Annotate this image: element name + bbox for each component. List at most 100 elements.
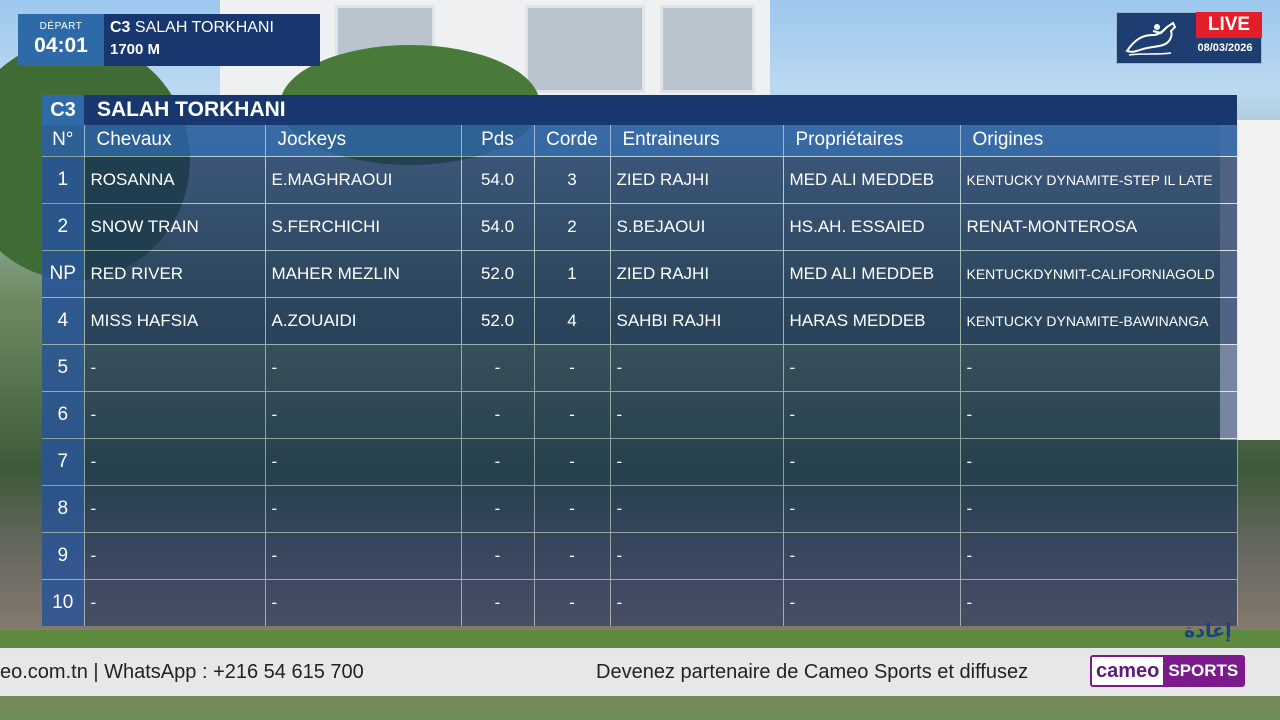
cameo-sports-logo: cameo SPORTS <box>1090 655 1245 687</box>
weight: - <box>461 437 535 485</box>
weight: - <box>461 531 535 579</box>
race-details: C3 SALAH TORKHANI 1700 M <box>104 14 320 66</box>
col-header-trainers: Entraineurs <box>610 125 784 156</box>
background-window <box>525 5 645 93</box>
draw: - <box>534 531 611 579</box>
jockey-name: - <box>265 531 462 579</box>
background-window <box>660 5 755 93</box>
replay-label: إعادة <box>1184 621 1232 642</box>
origin: RENAT-MONTEROSA <box>960 202 1238 250</box>
background-grass <box>0 630 1280 650</box>
table-row: 7 - - - - - - - <box>42 437 1238 485</box>
horse-name: - <box>84 531 266 579</box>
trainer-name: ZIED RAJHI <box>610 155 784 203</box>
race-code: C3 <box>110 19 131 36</box>
draw: 3 <box>534 155 611 203</box>
weight: 52.0 <box>461 296 535 344</box>
weight: 52.0 <box>461 249 535 297</box>
trainer-name: - <box>610 390 784 438</box>
horse-name: - <box>84 484 266 532</box>
depart-label: DÉPART <box>39 21 83 32</box>
row-number: 4 <box>42 296 85 344</box>
owner-name: - <box>783 578 961 626</box>
table-row: 5 - - - - - - - <box>42 343 1238 391</box>
jockey-name: - <box>265 390 462 438</box>
jockey-name: - <box>265 437 462 485</box>
horse-name: MISS HAFSIA <box>84 296 266 344</box>
trainer-name: - <box>610 484 784 532</box>
panel-race-code: C3 <box>42 95 84 125</box>
trainer-name: S.BEJAOUI <box>610 202 784 250</box>
origin: - <box>960 578 1238 626</box>
jockey-name: - <box>265 343 462 391</box>
col-header-horses: Chevaux <box>84 125 266 156</box>
race-distance: 1700 M <box>110 41 161 58</box>
draw: - <box>534 437 611 485</box>
row-number: 1 <box>42 155 85 203</box>
horse-name: SNOW TRAIN <box>84 202 266 250</box>
weight: 54.0 <box>461 155 535 203</box>
owner-name: MED ALI MEDDEB <box>783 249 961 297</box>
cameo-logo-word: cameo <box>1092 657 1164 685</box>
trainer-name: ZIED RAJHI <box>610 249 784 297</box>
owner-name: - <box>783 437 961 485</box>
jockey-name: A.ZOUAIDI <box>265 296 462 344</box>
origin: KENTUCKDYNMIT-CALIFORNIAGOLD <box>960 249 1238 297</box>
origin: - <box>960 343 1238 391</box>
draw: 4 <box>534 296 611 344</box>
horse-name: - <box>84 578 266 626</box>
depart-block: DÉPART 04:01 <box>18 14 104 66</box>
owner-name: - <box>783 343 961 391</box>
row-number: 10 <box>42 578 85 626</box>
table-row: 2 SNOW TRAIN S.FERCHICHI 54.0 2 S.BEJAOU… <box>42 202 1238 250</box>
origin: KENTUCKY DYNAMITE-BAWINANGA <box>960 296 1238 344</box>
row-number: 7 <box>42 437 85 485</box>
horse-name: ROSANNA <box>84 155 266 203</box>
table-row: NP RED RIVER MAHER MEZLIN 52.0 1 ZIED RA… <box>42 249 1238 297</box>
row-number: 5 <box>42 343 85 391</box>
trainer-name: - <box>610 578 784 626</box>
runners-panel: C3 SALAH TORKHANI N° Chevaux Jockeys Pds… <box>42 95 1238 627</box>
table-row: 4 MISS HAFSIA A.ZOUAIDI 52.0 4 SAHBI RAJ… <box>42 296 1238 344</box>
jockey-name: - <box>265 484 462 532</box>
jockey-name: - <box>265 578 462 626</box>
trainer-name: SAHBI RAJHI <box>610 296 784 344</box>
owner-name: HS.AH. ESSAIED <box>783 202 961 250</box>
table-header-row: N° Chevaux Jockeys Pds Corde Entraineurs… <box>42 125 1238 156</box>
origin: - <box>960 484 1238 532</box>
ticker-promo-text: Devenez partenaire de Cameo Sports et di… <box>596 661 1029 683</box>
table-row: 6 - - - - - - - <box>42 390 1238 438</box>
col-header-jockeys: Jockeys <box>265 125 462 156</box>
table-row: 10 - - - - - - - <box>42 578 1238 626</box>
news-ticker: eo.com.tn | WhatsApp : +216 54 615 700 D… <box>0 648 1280 696</box>
origin: KENTUCKY DYNAMITE-STEP IL LATE <box>960 155 1238 203</box>
jockey-name: E.MAGHRAOUI <box>265 155 462 203</box>
origin: - <box>960 437 1238 485</box>
table-row: 9 - - - - - - - <box>42 531 1238 579</box>
origin: - <box>960 531 1238 579</box>
row-number: 2 <box>42 202 85 250</box>
owner-name: MED ALI MEDDEB <box>783 155 961 203</box>
col-header-weight: Pds <box>461 125 535 156</box>
trainer-name: - <box>610 343 784 391</box>
ticker-contact-text: eo.com.tn | WhatsApp : +216 54 615 700 <box>0 661 364 683</box>
draw: 1 <box>534 249 611 297</box>
draw: - <box>534 343 611 391</box>
weight: - <box>461 390 535 438</box>
table-row: 1 ROSANNA E.MAGHRAOUI 54.0 3 ZIED RAJHI … <box>42 155 1238 203</box>
col-header-draw: Corde <box>534 125 611 156</box>
row-number: 8 <box>42 484 85 532</box>
live-badge: LIVE <box>1196 12 1262 38</box>
col-header-owners: Propriétaires <box>783 125 961 156</box>
draw: - <box>534 390 611 438</box>
origin: - <box>960 390 1238 438</box>
horse-name: - <box>84 437 266 485</box>
weight: - <box>461 484 535 532</box>
jockey-name: MAHER MEZLIN <box>265 249 462 297</box>
col-header-origins: Origines <box>960 125 1238 156</box>
row-number: 6 <box>42 390 85 438</box>
weight: 54.0 <box>461 202 535 250</box>
race-title: C3 SALAH TORKHANI <box>110 19 320 37</box>
panel-title: SALAH TORKHANI <box>97 98 286 121</box>
table-row: 8 - - - - - - - <box>42 484 1238 532</box>
